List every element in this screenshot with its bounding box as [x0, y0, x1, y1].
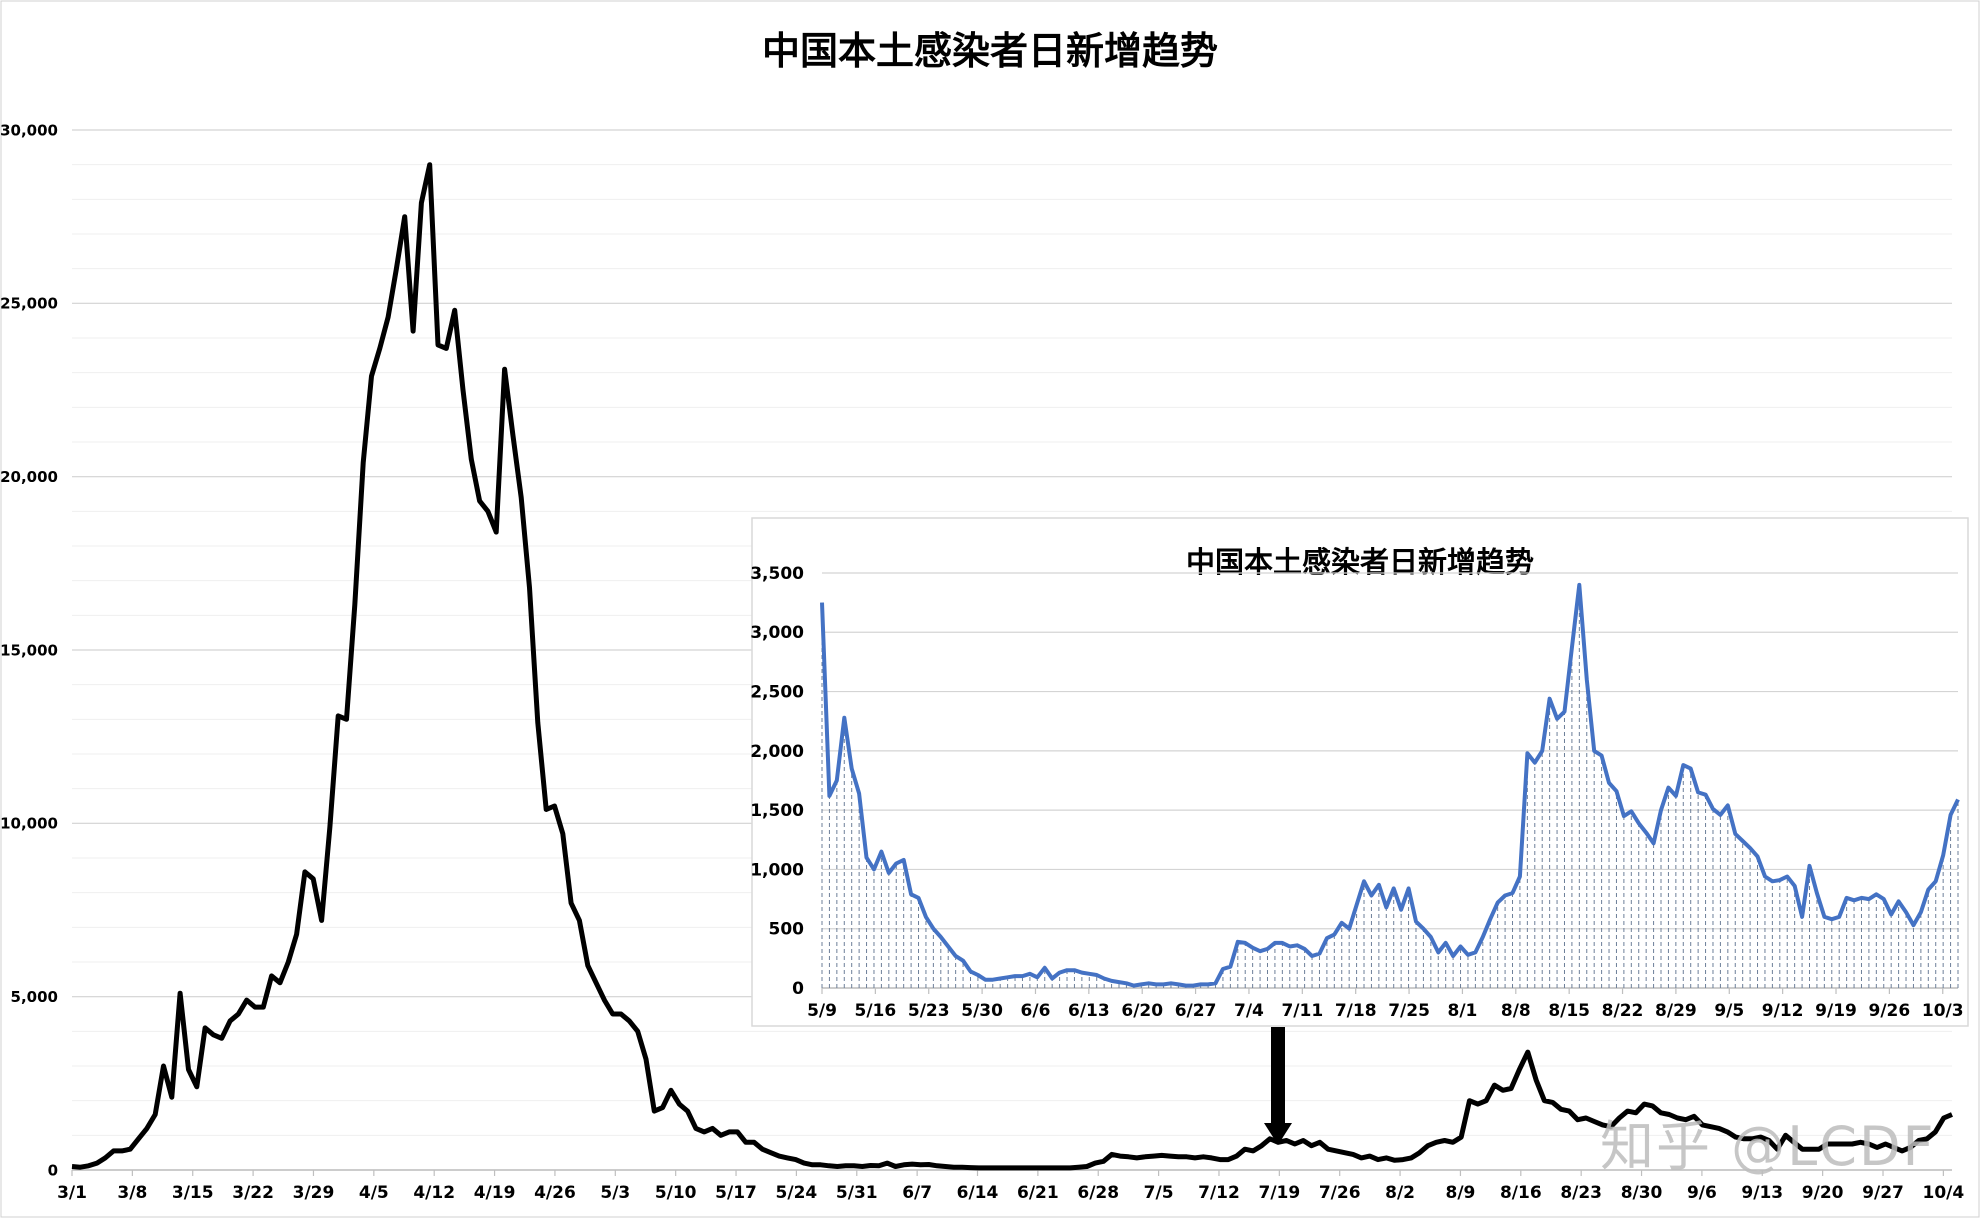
x-tick-label: 6/13 [1068, 1001, 1110, 1021]
y-tick-label: 0 [792, 979, 804, 999]
x-tick-label: 3/8 [117, 1183, 147, 1203]
watermark-text: 知乎 @LCDF [1600, 1115, 1936, 1178]
x-tick-label: 8/8 [1501, 1001, 1531, 1021]
y-tick-label: 25,000 [0, 295, 58, 313]
x-tick-label: 5/3 [600, 1183, 630, 1203]
main-series-plot [71, 162, 1953, 1171]
inset-chart-title: 中国本土感染者日新增趋势 [1186, 545, 1534, 579]
y-tick-label: 2,500 [750, 683, 804, 703]
x-tick-label: 4/26 [534, 1183, 576, 1203]
x-tick-label: 7/12 [1198, 1183, 1240, 1203]
y-tick-label: 500 [769, 920, 805, 940]
x-tick-label: 9/6 [1687, 1183, 1717, 1203]
x-tick-label: 9/26 [1869, 1001, 1911, 1021]
x-tick-label: 5/24 [776, 1183, 818, 1203]
y-tick-label: 10,000 [0, 815, 58, 833]
y-tick-label: 3,500 [750, 564, 804, 584]
main-chart-title: 中国本土感染者日新增趋势 [762, 29, 1218, 73]
x-tick-label: 5/10 [655, 1183, 697, 1203]
main-y-axis-ticks: 0 5,000 10,000 15,000 20,000 25,000 30,000 [0, 121, 58, 1179]
x-tick-label: 4/5 [359, 1183, 389, 1203]
x-tick-label: 6/21 [1017, 1183, 1059, 1203]
main-x-axis-ticks: 3/1 3/8 3/15 3/22 3/29 4/5 4/12 4/19 4/26 5/3 5/10… [57, 1170, 1964, 1203]
series-line [71, 162, 1953, 1171]
x-tick-label: 10/3 [1922, 1001, 1964, 1021]
y-tick-label: 3,000 [750, 623, 804, 643]
y-tick-label: 1,000 [750, 860, 804, 880]
x-tick-label: 5/31 [836, 1183, 878, 1203]
y-tick-label: 0 [48, 1161, 58, 1179]
x-tick-label: 8/16 [1500, 1183, 1542, 1203]
x-tick-label: 8/9 [1446, 1183, 1476, 1203]
inset-gridlines [822, 572, 1958, 989]
x-tick-label: 9/12 [1762, 1001, 1804, 1021]
x-tick-label: 9/27 [1862, 1183, 1904, 1203]
x-tick-label: 6/27 [1175, 1001, 1217, 1021]
x-tick-label: 4/12 [413, 1183, 455, 1203]
y-tick-label: 2,000 [750, 742, 804, 762]
x-tick-label: 7/19 [1258, 1183, 1300, 1203]
x-tick-label: 9/13 [1741, 1183, 1783, 1203]
x-tick-label: 8/23 [1560, 1183, 1602, 1203]
series-line [820, 582, 1960, 988]
x-tick-label: 6/7 [902, 1183, 932, 1203]
arrow-head [1264, 1123, 1292, 1145]
y-tick-label: 20,000 [0, 468, 58, 486]
x-tick-label: 3/22 [232, 1183, 274, 1203]
y-tick-label: 5,000 [11, 988, 58, 1006]
y-tick-label: 1,500 [750, 801, 804, 821]
inset-series-plot [820, 582, 1960, 988]
x-tick-label: 3/1 [57, 1183, 87, 1203]
x-tick-label: 3/29 [293, 1183, 335, 1203]
arrow-shaft [1271, 1027, 1285, 1129]
x-tick-label: 7/11 [1281, 1001, 1323, 1021]
x-tick-label: 7/25 [1388, 1001, 1430, 1021]
x-tick-label: 8/29 [1655, 1001, 1697, 1021]
x-tick-label: 6/28 [1077, 1183, 1119, 1203]
x-tick-label: 7/18 [1335, 1001, 1377, 1021]
pointer-arrow [1264, 1027, 1292, 1145]
x-tick-label: 7/4 [1234, 1001, 1264, 1021]
x-tick-label: 7/26 [1319, 1183, 1361, 1203]
x-tick-label: 6/20 [1121, 1001, 1163, 1021]
x-tick-label: 5/23 [908, 1001, 950, 1021]
y-tick-label: 30,000 [0, 121, 58, 139]
y-tick-label: 15,000 [0, 641, 58, 659]
x-tick-label: 6/14 [957, 1183, 999, 1203]
x-tick-label: 5/16 [855, 1001, 897, 1021]
inset-x-axis-ticks: 5/9 5/16 5/23 5/30 6/6 6/13 6/20 6/27 7/4 7/11 7/1… [807, 988, 1964, 1021]
inset-chart: 中国本土感染者日新增趋势 0 500 1,000 1,500 2,000 2,500 3,0… [750, 517, 1969, 1027]
x-tick-label: 3/15 [172, 1183, 214, 1203]
x-tick-label: 5/9 [807, 1001, 837, 1021]
x-tick-label: 8/30 [1621, 1183, 1663, 1203]
inset-y-axis-ticks: 0 500 1,000 1,500 2,000 2,500 3,000 3,500 [750, 564, 804, 999]
x-tick-label: 8/2 [1385, 1183, 1415, 1203]
x-tick-label: 8/15 [1548, 1001, 1590, 1021]
x-tick-label: 5/17 [715, 1183, 757, 1203]
x-tick-label: 9/20 [1802, 1183, 1844, 1203]
x-tick-label: 8/1 [1447, 1001, 1477, 1021]
x-tick-label: 10/4 [1923, 1183, 1965, 1203]
x-tick-label: 4/19 [474, 1183, 516, 1203]
x-tick-label: 7/5 [1144, 1183, 1174, 1203]
x-tick-label: 5/30 [961, 1001, 1003, 1021]
inset-background [751, 517, 1969, 1027]
x-tick-label: 8/22 [1602, 1001, 1644, 1021]
x-tick-label: 6/6 [1021, 1001, 1051, 1021]
x-tick-label: 9/5 [1714, 1001, 1744, 1021]
x-tick-label: 9/19 [1815, 1001, 1857, 1021]
